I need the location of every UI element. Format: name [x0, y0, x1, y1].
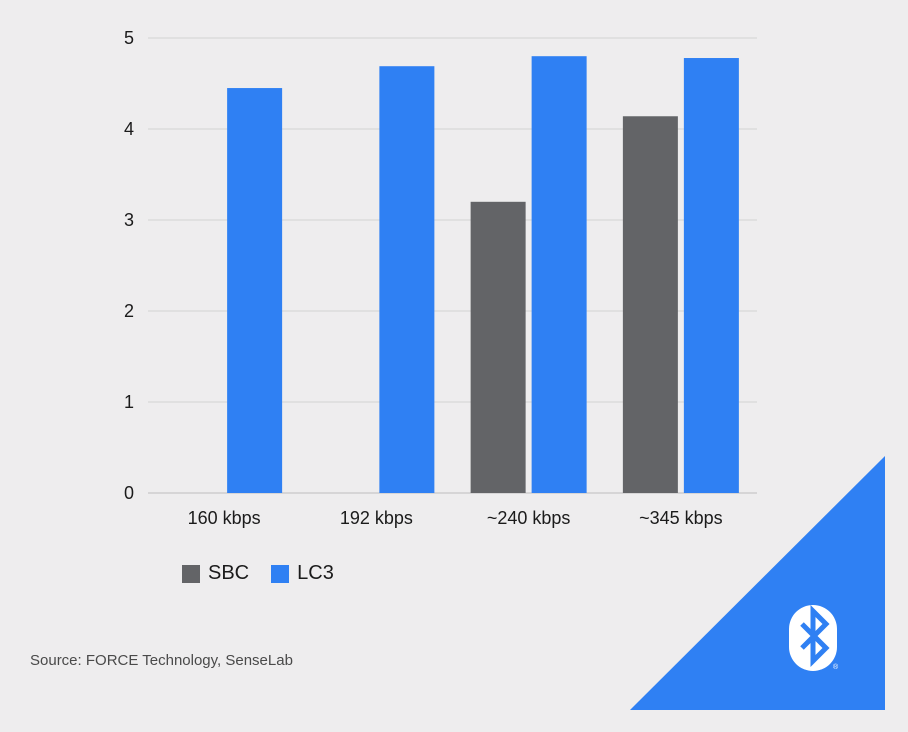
legend-label-sbc: SBC	[208, 562, 250, 584]
y-tick-label: 3	[124, 210, 134, 230]
x-tick-label: 160 kbps	[188, 508, 261, 528]
y-tick-label: 5	[124, 28, 134, 48]
y-tick-label: 4	[124, 119, 134, 139]
legend-swatch-lc3	[271, 564, 290, 583]
source-caption: Source: FORCE Technology, SenseLab	[30, 652, 293, 669]
x-tick-label: ~345 kbps	[639, 508, 723, 528]
x-tick-label: ~240 kbps	[487, 508, 571, 528]
bar-lc3-2	[531, 56, 587, 493]
y-tick-label: 2	[124, 301, 134, 321]
registered-mark-icon: ®	[833, 663, 839, 671]
bar-sbc-2	[470, 201, 526, 494]
bluetooth-logo: ®	[630, 456, 885, 710]
legend-item-sbc: SBC	[182, 562, 249, 585]
logo-triangle	[630, 456, 885, 710]
y-tick-label: 0	[124, 483, 134, 503]
y-axis-ticks: 0 1 2 3 4 5	[124, 28, 134, 503]
bars	[227, 56, 739, 494]
x-tick-label: 192 kbps	[340, 508, 413, 528]
legend-swatch-sbc	[182, 564, 200, 583]
legend: SBC LC3	[182, 562, 356, 585]
y-tick-label: 1	[124, 392, 134, 412]
bar-lc3-0	[227, 88, 283, 494]
x-axis-ticks: 160 kbps 192 kbps ~240 kbps ~345 kbps	[188, 508, 723, 528]
legend-item-lc3: LC3	[271, 562, 334, 585]
legend-label-lc3: LC3	[297, 562, 334, 584]
bar-lc3-1	[379, 66, 435, 494]
bluetooth-icon	[800, 604, 830, 668]
bar-lc3-3	[683, 58, 739, 494]
bar-sbc-3	[622, 116, 678, 493]
